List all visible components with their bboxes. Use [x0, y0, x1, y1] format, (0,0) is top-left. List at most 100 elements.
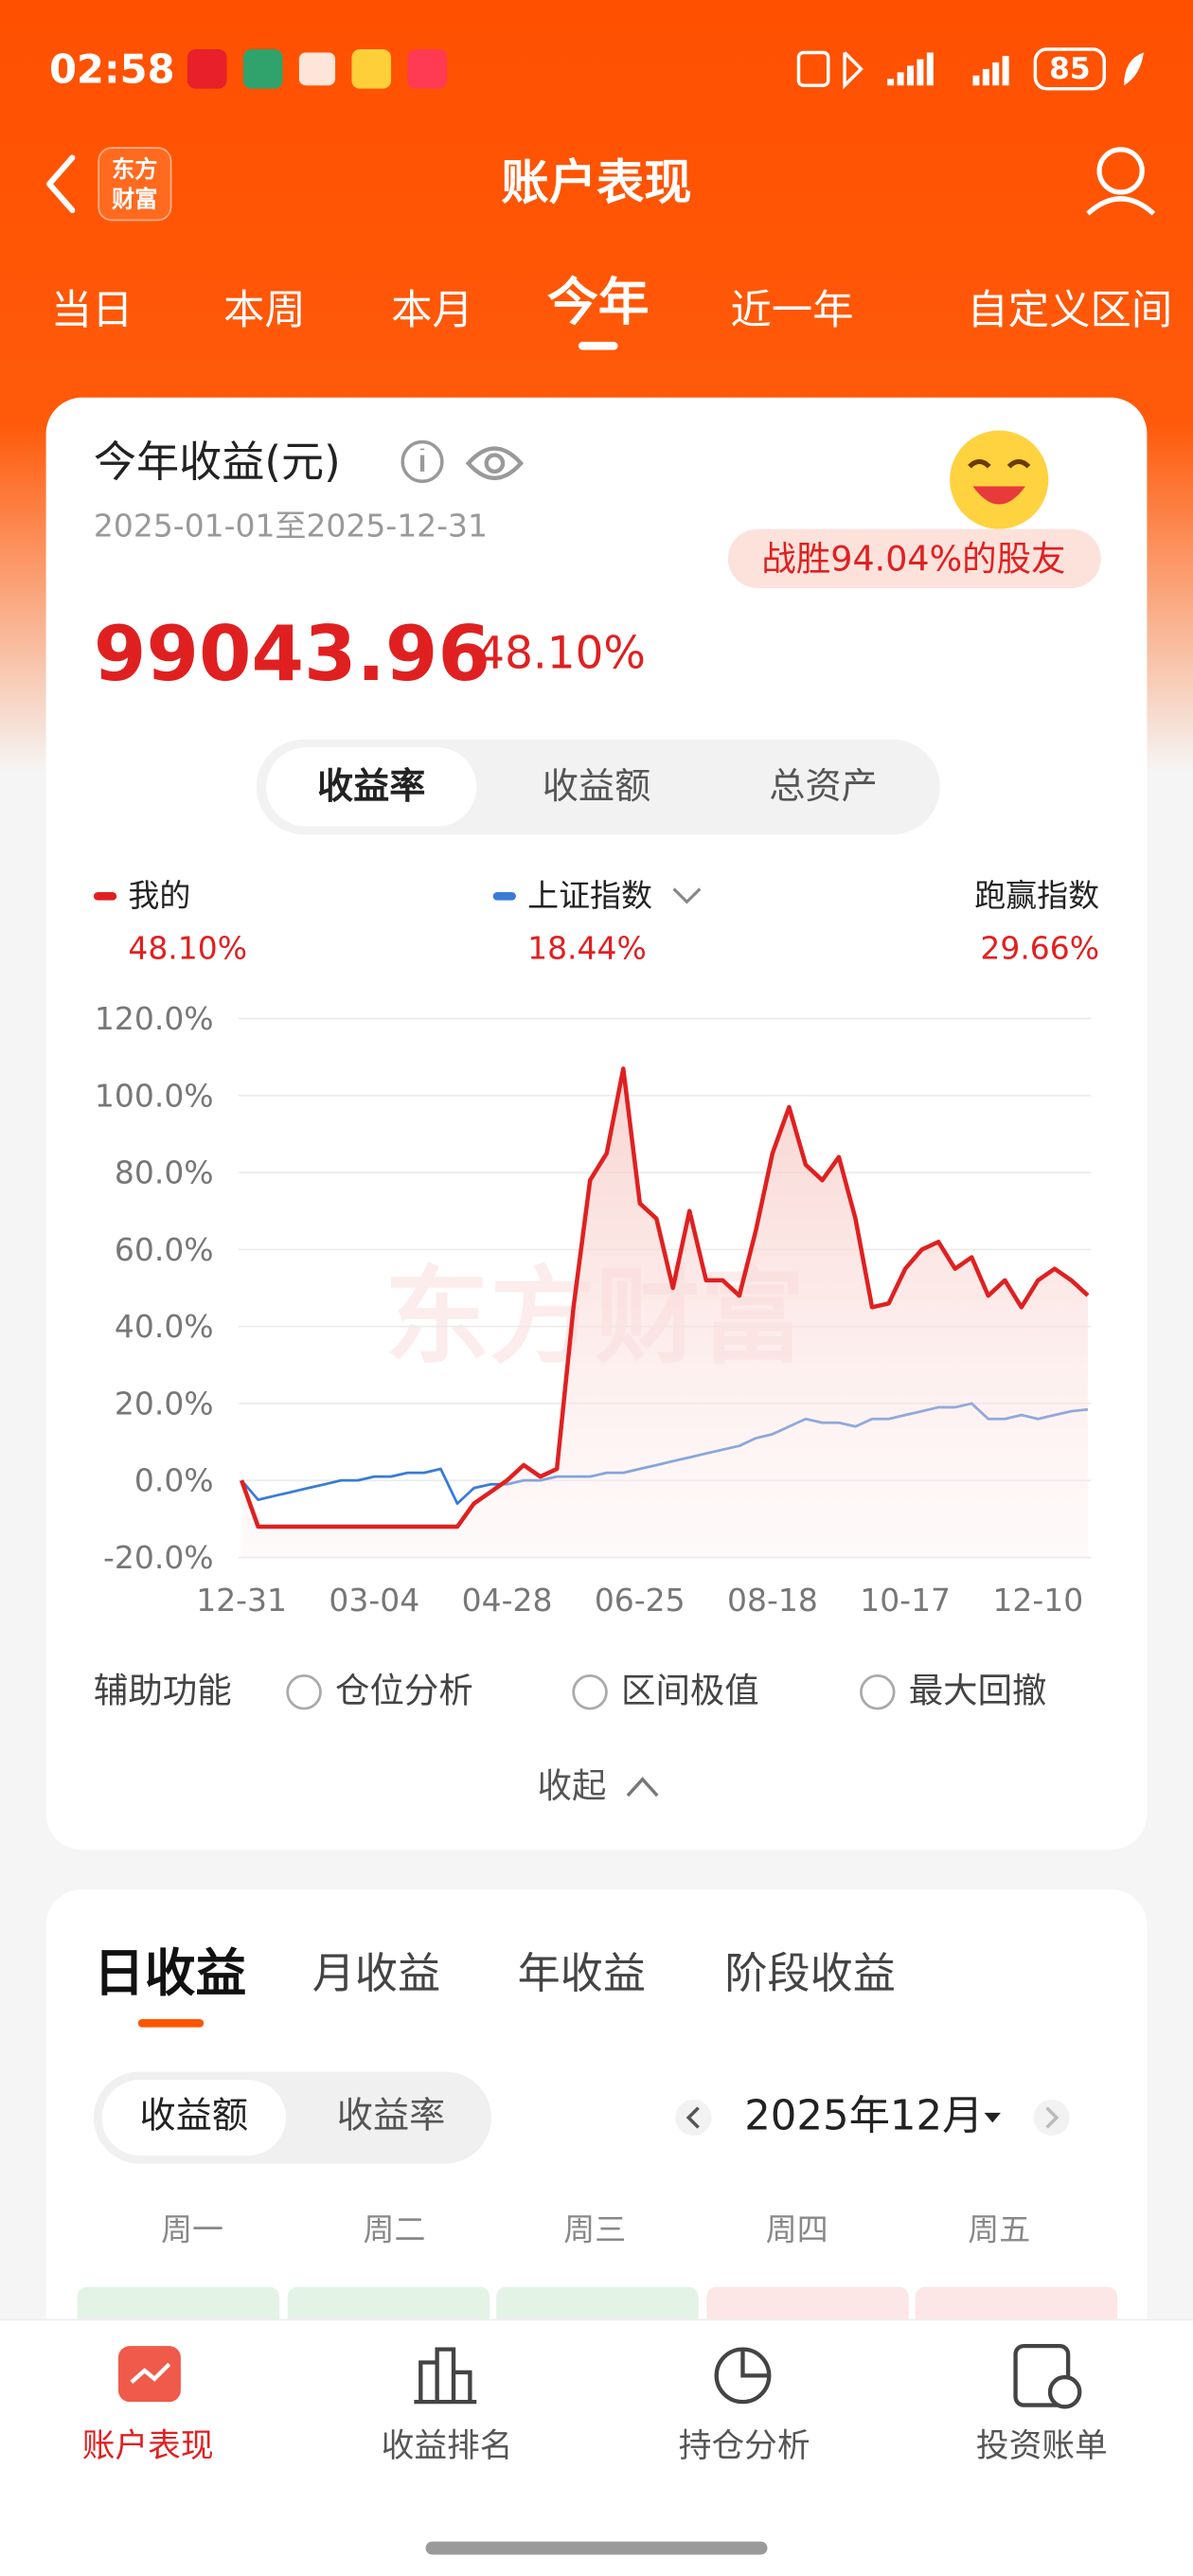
next-month[interactable]	[1033, 2099, 1070, 2137]
emoji-mouth	[972, 486, 1025, 505]
bluetooth-icon	[843, 51, 864, 90]
legend-swatch	[492, 891, 516, 901]
info-button[interactable]	[401, 439, 444, 483]
toggle-option[interactable]: 收益率	[337, 2095, 446, 2137]
legend-value: 18.44%	[527, 929, 647, 966]
weekday: 周三	[563, 2210, 626, 2247]
metric-options: 收益率 收益额 总资产	[266, 747, 878, 827]
home-indicator	[425, 2541, 768, 2555]
y-tick-label: 0.0%	[134, 1462, 214, 1499]
tools: 辅助功能 仓位分析 区间极值 最大回撤	[94, 1671, 1047, 1711]
tools-label: 辅助功能	[94, 1671, 232, 1711]
radio[interactable]	[860, 1673, 896, 1710]
rank-badge	[727, 528, 1101, 589]
signal-icon	[972, 55, 1009, 86]
period-tab[interactable]: 本周	[223, 287, 306, 334]
app-icon	[298, 52, 336, 86]
y-tick-label: 60.0%	[115, 1231, 214, 1268]
period-tab[interactable]: 当日	[51, 287, 134, 334]
nav-label[interactable]: 账户表现	[82, 2427, 214, 2465]
eye-icon	[484, 453, 506, 474]
x-tick-label: 03-04	[329, 1582, 419, 1619]
logo	[98, 147, 172, 222]
index-dropdown[interactable]	[672, 887, 702, 904]
excess-value: 29.66%	[980, 929, 1099, 966]
next-icon	[1045, 2106, 1059, 2129]
y-tick-label: 80.0%	[115, 1154, 214, 1191]
metric-option[interactable]: 总资产	[769, 766, 878, 808]
x-tick-label: 08-18	[727, 1582, 818, 1619]
area-fill	[241, 1068, 1088, 1558]
nav-label[interactable]: 收益排名	[382, 2427, 513, 2465]
emoji	[950, 430, 1049, 529]
profit-rate: 48.10%	[476, 628, 646, 679]
user-icon	[1086, 196, 1156, 216]
metric-active	[266, 747, 477, 827]
tool-option[interactable]: 仓位分析	[335, 1671, 473, 1711]
legend-swatch	[93, 891, 117, 901]
prev-icon	[686, 2106, 700, 2129]
y-tick-label: 40.0%	[115, 1308, 214, 1345]
weekday: 周四	[766, 2210, 828, 2247]
weekday: 周一	[161, 2210, 223, 2247]
period-tab[interactable]: 今年	[547, 273, 650, 332]
summary-title: 今年收益(元)	[94, 437, 341, 487]
nav-label[interactable]: 持仓分析	[679, 2427, 810, 2465]
back-button[interactable]	[46, 154, 76, 214]
nav-label[interactable]: 投资账单	[976, 2427, 1108, 2465]
x-tick-label: 06-25	[595, 1582, 686, 1619]
app-icon	[351, 49, 392, 89]
signal-icon	[887, 52, 934, 86]
battery	[1033, 47, 1107, 91]
weekdays: 周一 周二 周三 周四 周五	[161, 2210, 1030, 2247]
clock: 02:58	[49, 45, 175, 92]
month[interactable]: 2025年12月	[744, 2092, 983, 2139]
legend-value: 48.10%	[128, 929, 247, 966]
returns-tab[interactable]: 阶段收益	[724, 1948, 895, 1998]
period-tab[interactable]: 近一年	[730, 287, 853, 334]
metric-option[interactable]: 收益率	[317, 766, 426, 808]
bottom-nav	[0, 2319, 1193, 2576]
collapse-button[interactable]: 收起	[538, 1765, 607, 1806]
radio[interactable]	[286, 1673, 322, 1710]
weekday: 周五	[968, 2210, 1030, 2247]
x-tick-label: 12-31	[196, 1582, 287, 1619]
legend-label[interactable]: 上证指数	[527, 877, 652, 914]
prev-month[interactable]	[675, 2099, 712, 2137]
legend-label: 我的	[128, 877, 190, 914]
tool-option[interactable]: 区间极值	[621, 1671, 759, 1711]
period-tab[interactable]: 自定义区间	[967, 287, 1172, 334]
radio[interactable]	[572, 1673, 608, 1710]
date-range: 2025-01-01至2025-12-31	[94, 508, 488, 545]
x-tick-label: 04-28	[462, 1582, 553, 1619]
nfc-icon	[796, 50, 830, 87]
toggle-option[interactable]: 收益额	[140, 2095, 249, 2137]
eye-button[interactable]	[465, 446, 525, 480]
period-tab[interactable]: 本月	[391, 287, 473, 334]
nav-icon	[1047, 2374, 1082, 2409]
page-title: 账户表现	[501, 154, 691, 210]
returns-tab[interactable]: 月收益	[312, 1948, 440, 1998]
metric-option[interactable]: 收益额	[543, 766, 651, 808]
user-button[interactable]	[1086, 147, 1156, 216]
returns-tab[interactable]: 年收益	[518, 1948, 646, 1998]
returns-tabs: 日收益 月收益 年收益 阶段收益	[94, 1943, 896, 2003]
nav-icon	[740, 2349, 770, 2378]
rank-text: 战胜94.04%的股友	[761, 538, 1065, 579]
y-tick-label: 20.0%	[115, 1385, 214, 1422]
tool-option[interactable]: 最大回撤	[909, 1671, 1047, 1711]
logo-text: 东方	[112, 155, 158, 183]
user-icon	[1096, 147, 1145, 195]
x-tick-label: 12-10	[992, 1582, 1083, 1619]
toggle-active	[101, 2080, 286, 2156]
excess-label: 跑赢指数	[974, 877, 1099, 914]
y-tick-label: 100.0%	[95, 1077, 214, 1114]
emoji-eyes	[968, 458, 1031, 469]
nav-items: 账户表现 收益排名 持仓分析 投资账单	[82, 2427, 1108, 2465]
period-tabs: 当日 本周 本月 今年 近一年 自定义区间	[51, 273, 1172, 350]
returns-tab[interactable]: 日收益	[94, 1943, 246, 2003]
y-tick-label: 120.0%	[95, 1000, 214, 1037]
profit-amount: 99043.96	[94, 610, 490, 698]
